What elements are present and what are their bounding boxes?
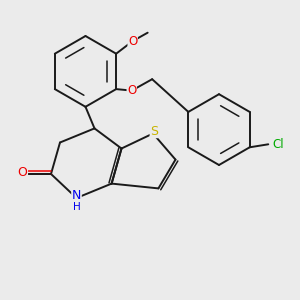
Text: O: O [127,84,136,97]
Text: S: S [150,124,158,138]
Text: H: H [73,202,80,212]
Text: N: N [72,189,81,202]
Text: Cl: Cl [272,138,284,151]
Text: O: O [128,34,137,48]
Text: O: O [18,166,27,179]
